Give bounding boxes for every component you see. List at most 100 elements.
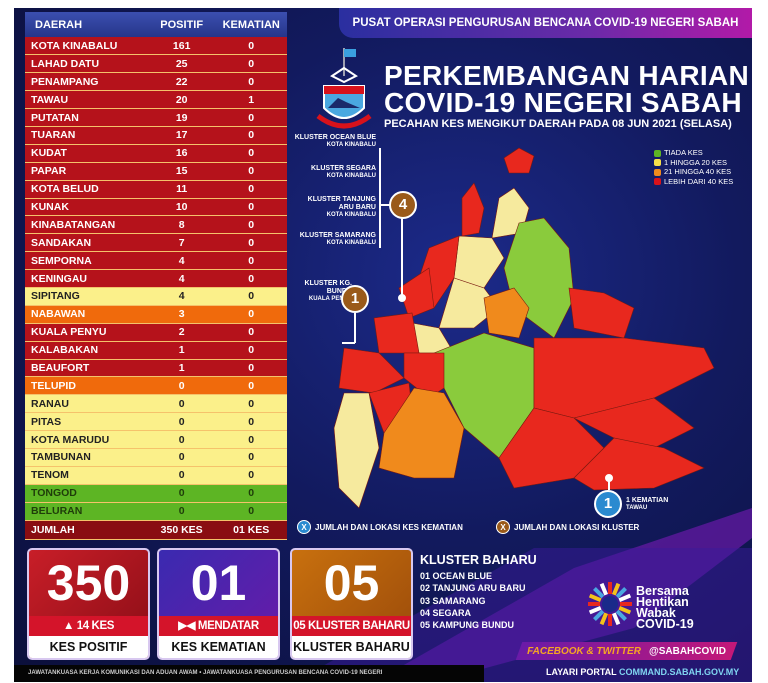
cluster-label: KLUSTER SAMARANG KOTA KINABALU: [299, 232, 376, 246]
map-region-kudat: [461, 182, 485, 237]
district-table: DAERAH POSITIF KEMATIAN KOTA KINABALU 161…: [25, 12, 287, 540]
cell-kematian: 0: [215, 376, 287, 396]
cell-kematian: 0: [215, 180, 287, 199]
table-row: TENOM 0 0: [25, 466, 287, 485]
cell-positif: 10: [147, 198, 216, 217]
kp-cluster-badge: 1: [341, 285, 369, 313]
cell-daerah: KOTA MARUDU: [25, 430, 148, 449]
cell-positif: 161: [147, 37, 216, 56]
campaign-burst-logo: [588, 582, 632, 626]
table-row: TUARAN 17 0: [25, 126, 287, 145]
cell-kematian: 0: [215, 198, 287, 217]
legend-item: 1 HINGGA 20 KES: [654, 158, 733, 168]
burst-ray: [593, 587, 605, 599]
table-row: TAWAU 20 1: [25, 90, 287, 110]
table-row: BELURAN 0 0: [25, 502, 287, 521]
burst-ray: [588, 593, 602, 603]
cell-kematian: 0: [215, 305, 287, 324]
cell-kematian: 0: [215, 233, 287, 253]
burst-ray: [593, 609, 605, 621]
legend-item: 21 HINGGA 40 KES: [654, 167, 733, 177]
cell-daerah: RANAU: [25, 394, 148, 414]
new-cluster-list: KLUSTER BAHARU 01 OCEAN BLUE 02 TANJUNG …: [420, 553, 537, 631]
cell-kematian: 0: [215, 448, 287, 467]
legend-swatch: [654, 149, 661, 157]
table-row: SIPITANG 4 0: [25, 287, 287, 306]
footer: JAWATANKUASA KERJA KOMUNIKASI DAN ADUAN …: [14, 665, 484, 682]
campaign-text: Bersama Hentikan Wabak COVID-19: [636, 584, 694, 631]
list-item: 05 KAMPUNG BUNDU: [420, 620, 515, 631]
color-legend: TIADA KES 1 HINGGA 20 KES 21 HINGGA 40 KES…: [654, 148, 733, 186]
cell-kematian: 0: [215, 412, 287, 432]
cell-daerah: KOTA KINABALU: [25, 37, 148, 56]
map-region-nabawan: [378, 387, 465, 479]
cell-kematian: 0: [215, 323, 287, 342]
list-item: 03 SAMARANG: [420, 595, 486, 606]
map-region-beaufort: [338, 347, 405, 394]
table-row: LAHAD DATU 25 0: [25, 54, 287, 74]
cell-daerah: PENAMPANG: [25, 72, 148, 92]
cluster-label: KLUSTER TANJUNG ARU BARU KOTA KINABALU: [307, 196, 376, 218]
cell-kematian: 0: [215, 251, 287, 271]
cell-daerah: TENOM: [25, 466, 148, 485]
table-row: NABAWAN 3 0: [25, 305, 287, 324]
cell-positif: 1: [147, 359, 216, 378]
cell-kematian: 0: [215, 144, 287, 163]
cell-daerah: PITAS: [25, 412, 148, 432]
table-row: TELUPID 0 0: [25, 376, 287, 396]
cell-daerah: TELUPID: [25, 376, 148, 396]
cell-daerah: KALABAKAN: [25, 341, 148, 360]
cell-daerah: PAPAR: [25, 162, 148, 181]
legend-swatch: [654, 168, 661, 176]
cell-positif: 0: [147, 430, 216, 449]
cell-kematian: 1: [215, 90, 287, 110]
total-label: JUMLAH: [25, 520, 148, 540]
cell-kematian: 0: [215, 37, 287, 56]
cell-positif: 4: [147, 251, 216, 271]
burst-ray: [608, 582, 612, 594]
cluster-label: KLUSTER OCEAN BLUE KOTA KINABALU: [294, 134, 376, 148]
sabah-map: [333, 147, 715, 509]
cell-positif: 11: [147, 180, 216, 199]
map-region-ranau: [438, 277, 500, 329]
cell-daerah: KENINGAU: [25, 269, 148, 288]
cell-kematian: 0: [215, 359, 287, 378]
burst-ray: [608, 614, 612, 626]
cell-daerah: TAMBUNAN: [25, 448, 148, 467]
list-item: 04 SEGARA: [420, 607, 472, 618]
cell-positif: 0: [147, 466, 216, 485]
table-row: TAMBUNAN 0 0: [25, 448, 287, 467]
cell-positif: 0: [147, 502, 216, 521]
table-row: TONGOD 0 0: [25, 484, 287, 503]
cell-kematian: 0: [215, 108, 287, 127]
infographic: PUSAT OPERASI PENGURUSAN BENCANA COVID-1…: [14, 8, 752, 682]
table-row: SEMPORNA 4 0: [25, 251, 287, 271]
cell-daerah: LAHAD DATU: [25, 54, 148, 74]
cell-positif: 0: [147, 376, 216, 396]
social-banner[interactable]: FACEBOOK & TWITTER @SABAHCOVID: [519, 642, 734, 660]
cell-kematian: 0: [215, 466, 287, 485]
burst-ray: [599, 582, 609, 596]
map-region-kk: [398, 267, 435, 319]
table-row: PUTATAN 19 0: [25, 108, 287, 127]
cell-daerah: TONGOD: [25, 484, 148, 503]
portal-link[interactable]: LAYARI PORTAL COMMAND.SABAH.GOV.MY: [546, 667, 740, 677]
card-kes-positif: 350 ▲ 14 KES KES POSITIF: [27, 548, 150, 660]
table-row: KUNAK 10 0: [25, 198, 287, 217]
burst-ray: [588, 605, 602, 615]
table-row: RANAU 0 0: [25, 394, 287, 414]
page-title: PERKEMBANGAN HARIAN COVID-19 NEGERI SABA…: [384, 60, 750, 118]
org-banner: PUSAT OPERASI PENGURUSAN BENCANA COVID-1…: [339, 8, 752, 38]
card-kes-kematian: 01 ▶◀ MENDATAR KES KEMATIAN: [157, 548, 280, 660]
cell-positif: 19: [147, 108, 216, 127]
table-row: BEAUFORT 1 0: [25, 359, 287, 378]
table-row: KOTA KINABALU 161 0: [25, 37, 287, 56]
table-row: PITAS 0 0: [25, 412, 287, 432]
table-row: KUALA PENYU 2 0: [25, 323, 287, 342]
cell-positif: 0: [147, 484, 216, 503]
cell-kematian: 0: [215, 215, 287, 235]
total-positif: 350 KES: [147, 520, 216, 540]
cell-daerah: SANDAKAN: [25, 233, 148, 253]
map-region-penampang-papar: [373, 312, 420, 354]
cell-positif: 1: [147, 341, 216, 360]
